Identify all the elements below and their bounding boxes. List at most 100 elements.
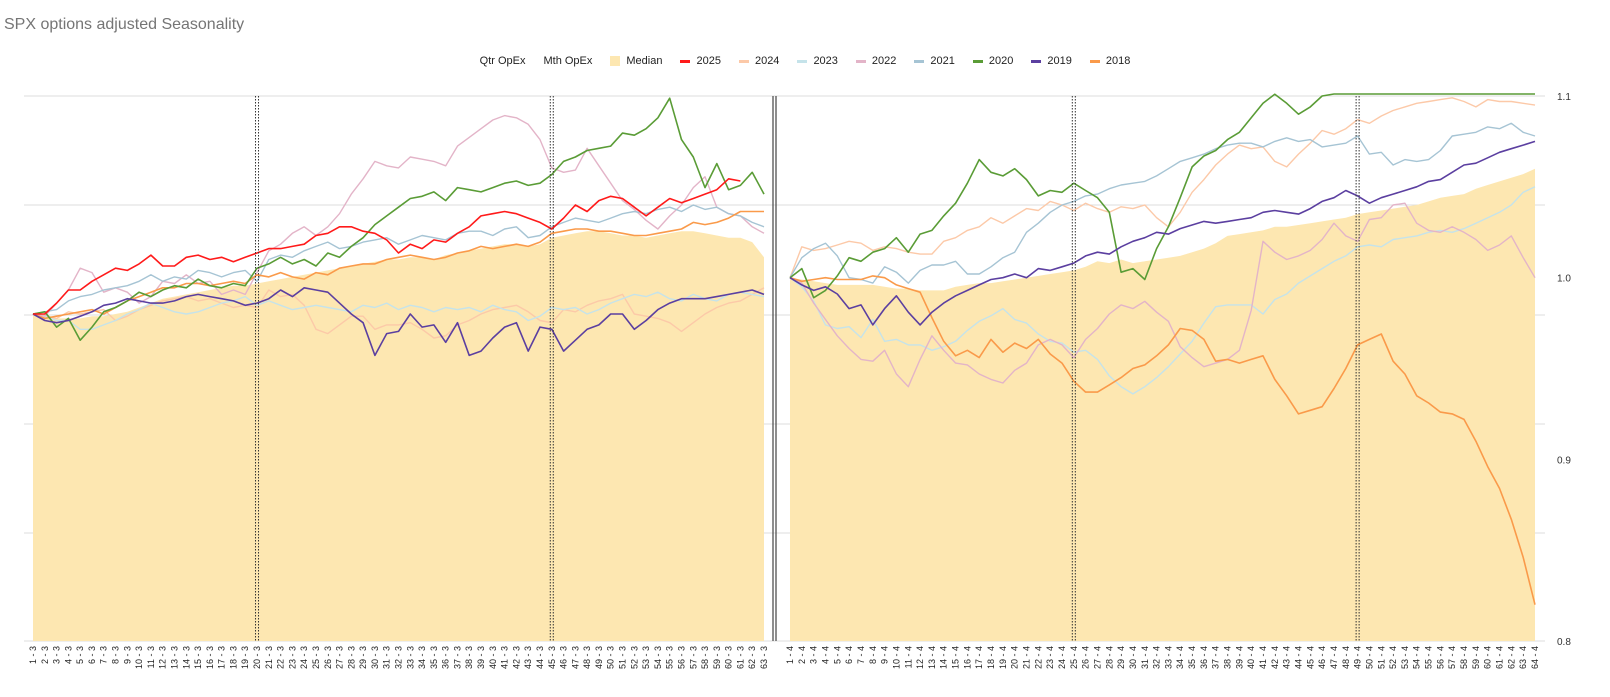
legend-item[interactable]: 2025 xyxy=(680,55,721,67)
x-tick-label: 28 - 3 xyxy=(346,646,356,669)
legend-label: 2025 xyxy=(696,55,721,67)
x-tick-label: 54 - 4 xyxy=(1412,646,1422,669)
x-tick-label: 9 - 4 xyxy=(880,646,890,664)
x-tick-label: 17 - 3 xyxy=(217,646,227,669)
x-tick-label: 55 - 3 xyxy=(665,646,675,669)
x-tick-label: 38 - 4 xyxy=(1223,646,1233,669)
x-tick-label: 12 - 4 xyxy=(915,646,925,669)
x-tick-label: 51 - 4 xyxy=(1376,646,1386,669)
legend-item[interactable]: Median xyxy=(610,55,662,67)
x-tick-label: 11 - 3 xyxy=(146,646,156,668)
x-tick-label: 5 - 4 xyxy=(832,646,842,664)
x-tick-label: 41 - 4 xyxy=(1258,646,1268,669)
x-tick-label: 50 - 4 xyxy=(1364,646,1374,669)
x-tick-label: 63 - 3 xyxy=(759,646,769,669)
y-tick-label: 1.0 xyxy=(1557,274,1571,285)
legend-label: 2019 xyxy=(1047,55,1072,67)
x-tick-label: 10 - 4 xyxy=(891,646,901,669)
legend-item[interactable]: 2024 xyxy=(738,55,779,67)
series-line-2021 xyxy=(789,122,1536,284)
y-tick-label: 0.8 xyxy=(1557,637,1571,648)
x-tick-label: 38 - 3 xyxy=(464,646,474,669)
legend-item[interactable]: 2023 xyxy=(797,55,838,67)
legend-swatch xyxy=(1089,59,1100,63)
median-area xyxy=(790,168,1535,641)
x-tick-label: 26 - 4 xyxy=(1081,646,1091,669)
x-tick-label: 28 - 4 xyxy=(1104,646,1114,669)
x-tick-label: 12 - 3 xyxy=(158,646,168,669)
legend-item[interactable]: 2021 xyxy=(914,55,955,67)
legend-swatch xyxy=(1031,59,1042,63)
x-tick-label: 5 - 3 xyxy=(75,646,85,664)
x-tick-label: 62 - 3 xyxy=(747,646,757,669)
series-line-2020 xyxy=(32,97,765,341)
x-tick-label: 24 - 4 xyxy=(1057,646,1067,669)
legend-label: Qtr OpEx xyxy=(479,55,526,67)
y-tick-label: 1.1 xyxy=(1557,92,1571,103)
x-tick-label: 17 - 4 xyxy=(974,646,984,669)
x-tick-label: 58 - 4 xyxy=(1459,646,1469,669)
x-tick-label: 8 - 3 xyxy=(111,646,121,664)
x-tick-label: 44 - 3 xyxy=(535,646,545,669)
x-tick-label: 34 - 4 xyxy=(1175,646,1185,669)
x-tick-label: 60 - 4 xyxy=(1483,646,1493,669)
x-tick-label: 30 - 3 xyxy=(370,646,380,669)
legend-item[interactable]: Mth OpEx xyxy=(543,55,592,67)
x-tick-label: 43 - 3 xyxy=(523,646,533,669)
legend-item[interactable]: 2022 xyxy=(855,55,897,67)
x-tick-label: 41 - 3 xyxy=(500,646,510,669)
x-tick-label: 16 - 4 xyxy=(962,646,972,669)
x-tick-label: 11 - 4 xyxy=(903,646,913,668)
x-tick-label: 25 - 4 xyxy=(1069,646,1079,669)
x-tick-label: 9 - 3 xyxy=(122,646,132,664)
x-tick-label: 46 - 4 xyxy=(1317,646,1327,669)
x-tick-label: 49 - 3 xyxy=(594,646,604,669)
x-tick-label: 40 - 3 xyxy=(488,646,498,669)
x-tick-label: 16 - 3 xyxy=(205,646,215,669)
series-line-2023 xyxy=(789,186,1536,395)
x-tick-label: 33 - 4 xyxy=(1163,646,1173,669)
x-tick-label: 19 - 4 xyxy=(998,646,1008,669)
x-tick-label: 48 - 4 xyxy=(1341,646,1351,669)
x-tick-label: 4 - 4 xyxy=(821,646,831,664)
legend-label: 2023 xyxy=(813,55,838,67)
x-tick-label: 58 - 3 xyxy=(700,646,710,669)
x-tick-label: 64 - 4 xyxy=(1530,646,1540,669)
x-tick-label: 57 - 4 xyxy=(1447,646,1457,669)
x-tick-label: 32 - 4 xyxy=(1152,646,1162,669)
legend-item[interactable]: 2019 xyxy=(1031,55,1072,67)
legend-label: 2020 xyxy=(988,55,1014,67)
x-tick-label: 50 - 3 xyxy=(606,646,616,669)
x-tick-label: 53 - 3 xyxy=(641,646,651,669)
x-tick-label: 37 - 3 xyxy=(453,646,463,669)
x-tick-label: 42 - 3 xyxy=(511,646,521,669)
x-tick-label: 29 - 3 xyxy=(358,646,368,669)
x-tick-label: 27 - 3 xyxy=(335,646,345,669)
x-tick-label: 61 - 3 xyxy=(735,646,745,669)
legend-item[interactable]: 2018 xyxy=(1089,55,1130,67)
x-tick-label: 52 - 3 xyxy=(629,646,639,669)
x-tick-label: 61 - 4 xyxy=(1495,646,1505,669)
x-tick-label: 25 - 3 xyxy=(311,646,321,669)
chart-title: SPX options adjusted Seasonality xyxy=(4,16,245,33)
x-tick-label: 31 - 3 xyxy=(382,646,392,669)
x-tick-label: 7 - 4 xyxy=(856,646,866,664)
legend-item[interactable]: 2020 xyxy=(972,55,1014,67)
legend-label: 2022 xyxy=(871,55,897,67)
x-tick-label: 26 - 3 xyxy=(323,646,333,669)
x-tick-label: 46 - 3 xyxy=(559,646,569,669)
x-tick-label: 14 - 4 xyxy=(939,646,949,669)
x-tick-label: 35 - 4 xyxy=(1187,646,1197,669)
x-tick-label: 2 - 3 xyxy=(40,646,50,664)
x-tick-label: 20 - 3 xyxy=(252,646,262,669)
x-tick-label: 63 - 4 xyxy=(1518,646,1528,669)
x-tick-label: 56 - 4 xyxy=(1435,646,1445,669)
x-tick-label: 47 - 4 xyxy=(1329,646,1339,669)
legend-item[interactable]: Qtr OpEx xyxy=(480,55,526,67)
x-tick-label: 39 - 3 xyxy=(476,646,486,669)
x-tick-label: 45 - 3 xyxy=(547,646,557,669)
x-tick-label: 59 - 3 xyxy=(712,646,722,669)
x-tick-label: 15 - 3 xyxy=(193,646,203,669)
